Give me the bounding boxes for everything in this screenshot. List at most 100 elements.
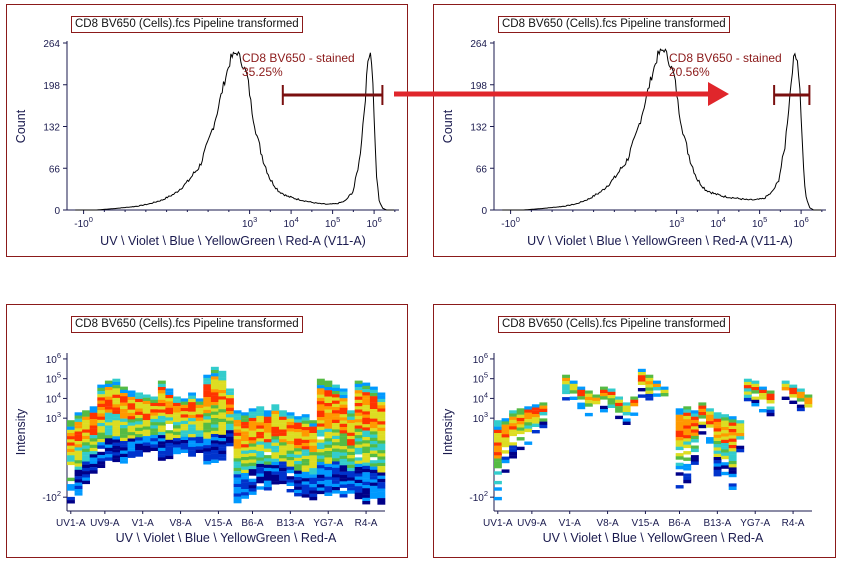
heat-cell [354, 387, 363, 391]
heat-cell [135, 440, 143, 444]
heat-cell [675, 456, 684, 460]
heat-cell [354, 479, 363, 484]
heat-cell [354, 444, 363, 448]
x-axis-label: UV \ Violet \ Blue \ YellowGreen \ Red-A [543, 531, 764, 545]
heat-cell [301, 436, 310, 440]
heat-cell [97, 423, 106, 427]
heat-cell [728, 448, 737, 452]
heat-cell [218, 415, 227, 419]
heat-cell [683, 444, 692, 449]
heat-cell [369, 453, 378, 458]
heat-cell [120, 444, 128, 448]
y-tick-label: -102 [42, 489, 61, 504]
heat-cell [112, 449, 121, 453]
heat-cell [501, 456, 510, 460]
heat-cell [637, 375, 646, 379]
heat-cell [157, 441, 166, 445]
heat-cell [263, 426, 272, 430]
heat-cell [165, 449, 174, 453]
heat-cell [203, 413, 212, 417]
heat-cell [226, 404, 234, 408]
heat-cell [248, 453, 257, 457]
heat-cell [347, 423, 355, 427]
heat-cell [256, 409, 265, 413]
heat-cell [286, 441, 295, 445]
heat-cell [173, 399, 181, 404]
heat-cell [127, 390, 136, 394]
heat-cell [210, 434, 219, 438]
heat-cell [316, 381, 325, 386]
heat-cell [195, 398, 204, 402]
heat-cell [226, 436, 234, 440]
heat-cell [690, 416, 699, 421]
heat-cell [377, 482, 386, 486]
y-tick-label: 104 [46, 390, 61, 405]
heat-cell [309, 420, 318, 424]
heat-cell [233, 461, 242, 465]
heat-cell [675, 424, 684, 428]
heat-cell [74, 421, 83, 426]
heat-cell [309, 468, 318, 472]
heat-cell [135, 408, 143, 412]
heat-cell [89, 447, 98, 452]
heat-cell [524, 415, 533, 420]
heat-cell [789, 400, 798, 404]
heat-cell [713, 431, 722, 435]
x-tick-label: B6-A [241, 518, 264, 529]
heat-cell [369, 444, 378, 448]
heat-cell [173, 428, 181, 432]
heat-cell [188, 418, 196, 422]
heat-cell [683, 415, 692, 420]
heat-cell [233, 458, 242, 462]
heat-cell [294, 457, 302, 462]
heat-cell [362, 411, 371, 415]
heat-cell [241, 457, 249, 461]
heat-cell [509, 429, 517, 433]
heat-cell [248, 462, 257, 467]
heat-cell [294, 454, 302, 458]
heat-cell [569, 387, 578, 391]
heat-cell [362, 421, 371, 425]
heat-cell [301, 471, 310, 476]
heat-cell [369, 441, 378, 445]
heat-cell [309, 496, 318, 501]
heat-cell [501, 424, 510, 428]
heat-cell [362, 491, 371, 495]
heat-cell [728, 432, 737, 436]
heat-cell [743, 388, 752, 392]
heat-cell [683, 419, 692, 423]
heat-cell [362, 433, 371, 438]
heat-cell [226, 442, 234, 447]
heat-cell [377, 488, 386, 492]
heat-cell [324, 396, 333, 400]
heat-cell [501, 469, 510, 473]
heat-cell [210, 398, 219, 403]
heat-cell [294, 477, 302, 481]
heat-cell [203, 390, 212, 395]
heat-cell [279, 419, 287, 424]
heat-cell [74, 466, 83, 470]
heat-cell [165, 442, 174, 447]
heat-cell [218, 377, 227, 381]
heat-cell [233, 490, 242, 494]
heat-cell [362, 392, 371, 396]
heat-cell [226, 391, 234, 396]
tick-exponent: 2 [484, 489, 488, 498]
heat-cell [362, 497, 371, 502]
heat-cell [584, 393, 593, 398]
heat-cell [279, 480, 287, 485]
heat-cell [127, 441, 136, 446]
heat-cell [82, 435, 90, 440]
heat-cell [210, 370, 219, 374]
heat-cell [324, 380, 333, 384]
heat-cell [615, 415, 623, 420]
x-tick-label: B6-A [668, 518, 691, 529]
heat-cell [74, 431, 83, 435]
heat-cell [286, 434, 295, 439]
y-tick-label: 105 [46, 371, 61, 386]
heat-cell [615, 409, 623, 413]
heat-cell [698, 415, 707, 419]
heat-cell [135, 421, 143, 425]
heat-cell [301, 462, 310, 466]
heat-cell [690, 461, 699, 465]
